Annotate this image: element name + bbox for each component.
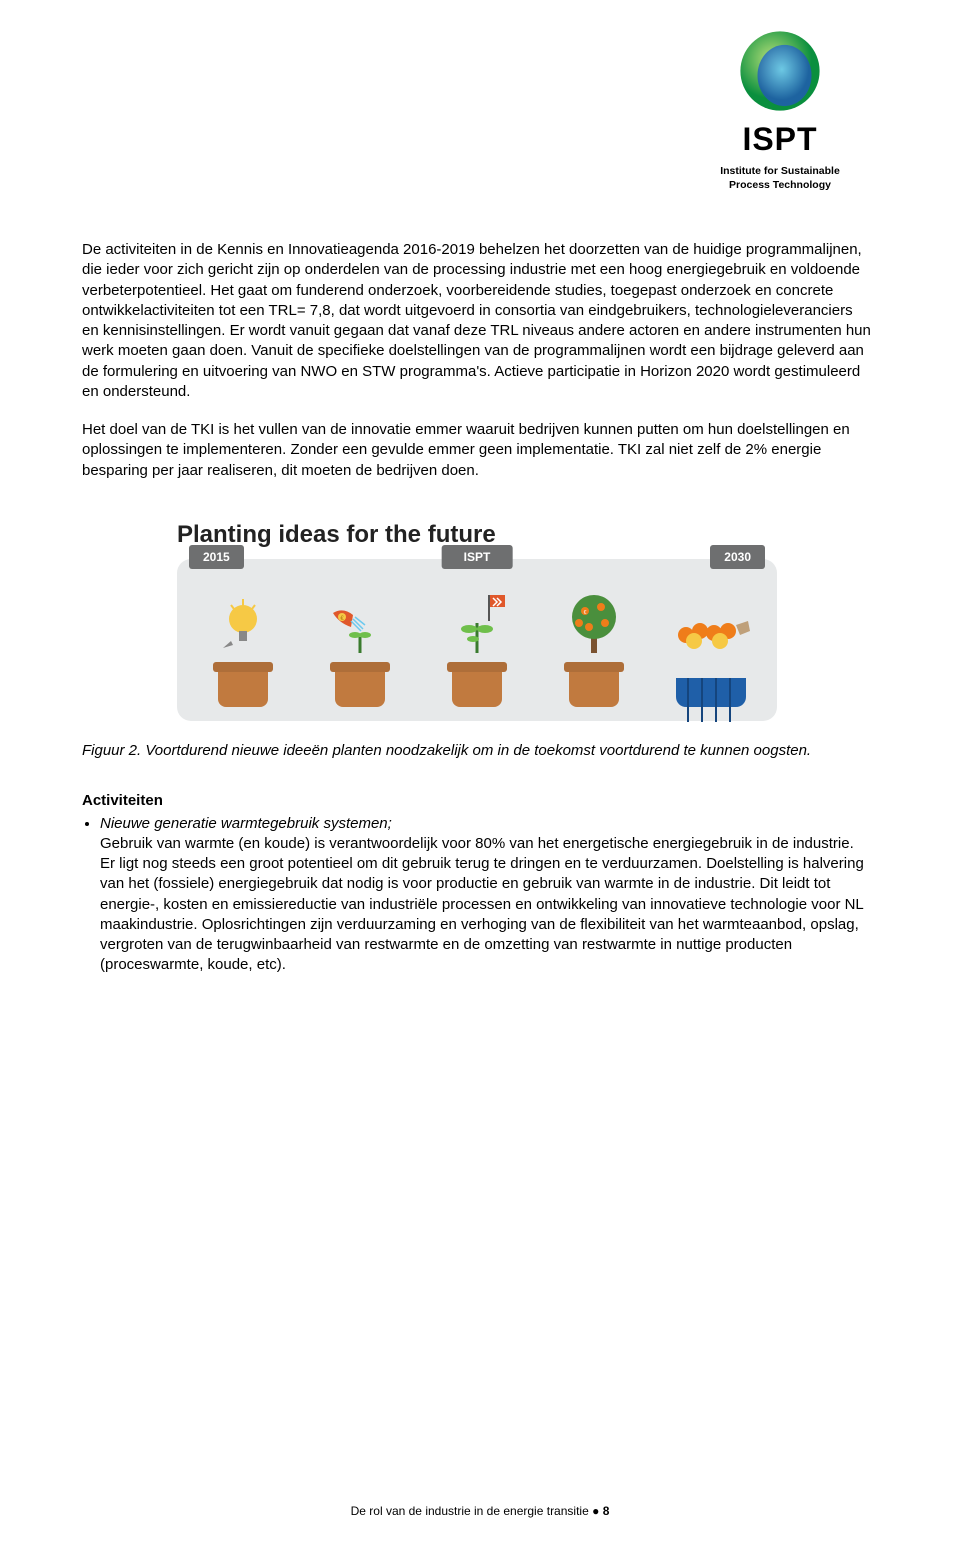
activity-item: Nieuwe generatie warmtegebruik systemen;…	[100, 814, 872, 976]
activities-list: Nieuwe generatie warmtegebruik systemen;…	[82, 814, 872, 976]
plant-icon: €	[559, 591, 629, 663]
header-logo: ISPT Institute for Sustainable Process T…	[690, 26, 870, 192]
ispt-logo-icon	[735, 26, 825, 116]
infographic-label-center: ISPT	[442, 545, 513, 569]
svg-text:€: €	[584, 610, 587, 616]
plant-icon: €	[325, 591, 395, 663]
infographic-label-left: 2015	[189, 545, 244, 569]
basket-fruits-icon	[666, 621, 756, 677]
infographic-label-right: 2030	[710, 545, 765, 569]
figure-caption: Figuur 2. Voortdurend nieuwe ideeën plan…	[82, 741, 872, 761]
planting-infographic: Planting ideas for the future 2015 ISPT …	[177, 519, 777, 721]
activities-heading: Activiteiten	[82, 791, 872, 811]
page-footer: De rol van de industrie in de energie tr…	[0, 1503, 960, 1519]
figure-2: Planting ideas for the future 2015 ISPT …	[82, 519, 872, 721]
logo-subtitle-line1: Institute for Sustainable	[720, 165, 840, 177]
infographic-bar: 2015 ISPT 2030 €	[177, 559, 777, 721]
plant-icon	[447, 591, 507, 663]
infographic-stage-0	[187, 567, 298, 707]
pot-icon	[452, 669, 502, 707]
logo-subtitle: Institute for Sustainable Process Techno…	[690, 165, 870, 192]
basket-icon	[676, 678, 746, 707]
footer-text: De rol van de industrie in de energie tr…	[351, 1504, 589, 1518]
infographic-stage-2	[421, 567, 532, 707]
page-number: 8	[603, 1504, 610, 1518]
activity-body: Gebruik van warmte (en koude) is verantw…	[100, 834, 872, 976]
infographic-stage-4	[656, 567, 767, 707]
pot-icon	[218, 669, 268, 707]
footer-bullet: ●	[592, 1504, 603, 1518]
infographic-stage-1: €	[304, 567, 415, 707]
logo-name: ISPT	[690, 118, 870, 161]
logo-subtitle-line2: Process Technology	[729, 179, 831, 191]
pot-icon	[569, 669, 619, 707]
pot-icon	[335, 669, 385, 707]
paragraph-1: De activiteiten in de Kennis en Innovati…	[82, 240, 872, 402]
paragraph-2: Het doel van de TKI is het vullen van de…	[82, 420, 872, 481]
activity-title: Nieuwe generatie warmtegebruik systemen;	[100, 815, 392, 832]
infographic-stage-3: €	[539, 567, 650, 707]
plant-icon	[213, 591, 273, 663]
